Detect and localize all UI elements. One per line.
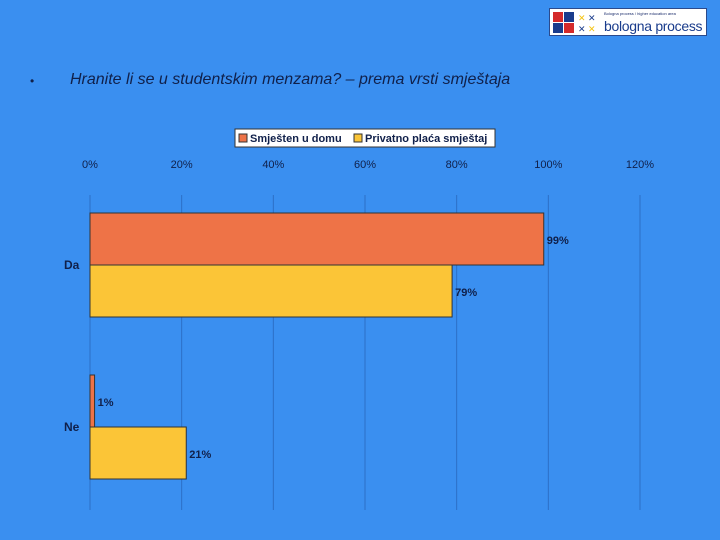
data-label: 21% [189,449,211,461]
legend-swatch [353,133,363,143]
legend-label: Smješten u domu [250,133,342,145]
data-label: 99% [547,235,569,247]
x-tick-label: 20% [171,159,193,171]
bar-privatno-placa-ne [89,426,187,480]
legend-label: Privatno plaća smještaj [365,133,487,145]
svg-text:✕: ✕ [588,14,596,24]
svg-text:✕: ✕ [578,14,586,24]
bullet-marker: • [30,74,35,88]
legend-box [234,128,496,148]
svg-text:✕: ✕ [588,25,596,34]
logo-big-text: bologna process [604,18,703,34]
svg-text:✕: ✕ [578,25,586,34]
x-tick-label: 40% [262,159,284,171]
logo-mark-icon: ✕ ✕ ✕ ✕ [553,12,596,34]
logo-small-text: Bologna process / higher education area [604,11,676,16]
legend-swatch [238,133,248,143]
category-label: Da [64,258,80,272]
bar-privatno-placa-da [89,264,453,318]
x-tick-label: 0% [82,159,98,171]
bologna-process-logo: ✕ ✕ ✕ ✕ Bologna process / higher educati… [549,8,707,36]
slide-title: Hranite li se u studentskim menzama? – p… [70,71,511,88]
x-tick-label: 100% [534,159,562,171]
x-tick-label: 60% [354,159,376,171]
data-label: 79% [455,287,477,299]
bar-smjesten-u-domu-ne [89,374,96,428]
data-label: 1% [98,397,114,409]
x-tick-label: 120% [626,159,654,171]
x-tick-label: 80% [446,159,468,171]
bar-smjesten-u-domu-da [89,212,545,266]
category-label: Ne [64,420,80,434]
